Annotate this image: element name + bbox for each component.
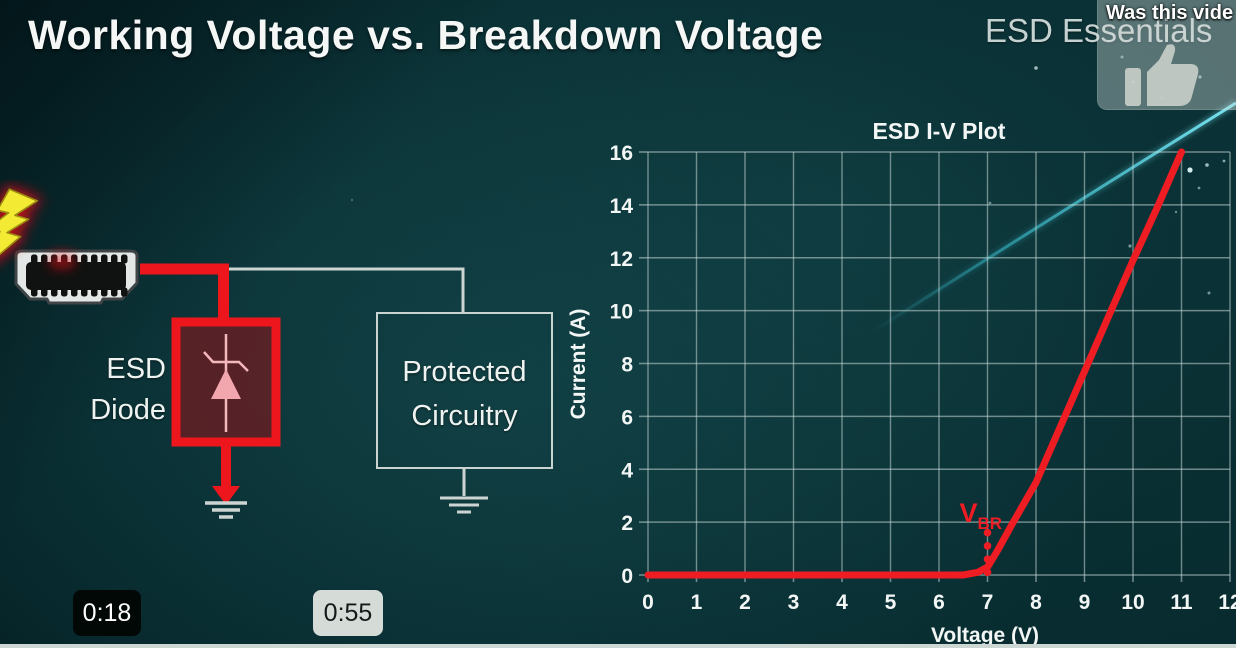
thumbs-up-button[interactable] (1119, 42, 1203, 106)
x-tick-label: 4 (836, 591, 848, 614)
y-tick-label: 12 (610, 248, 633, 271)
page-title: Working Voltage vs. Breakdown Voltage (28, 12, 824, 58)
esd-diode-block (171, 317, 281, 447)
video-progress-strip (0, 644, 1236, 648)
hdmi-connector (14, 249, 139, 305)
x-tick-label: 0 (642, 591, 654, 614)
feedback-overlay-card: Was this vide (1097, 0, 1236, 110)
x-tick-label: 5 (885, 591, 897, 614)
ground-symbol-protected (440, 496, 488, 514)
x-tick-label: 6 (933, 591, 945, 614)
timestamp-chip-current: 0:18 (73, 590, 141, 636)
thumbs-up-icon (1125, 44, 1199, 106)
wire-to-protected (229, 267, 465, 313)
x-tick-label: 8 (1030, 591, 1042, 614)
channel-watermark: ESD Essentials (985, 12, 1213, 49)
y-axis-label: Current (A) (567, 309, 590, 420)
x-tick-label: 3 (788, 591, 800, 614)
vbr-label: VBR (960, 498, 1003, 533)
x-tick-label: 12 (1218, 591, 1236, 614)
y-tick-label: 10 (610, 301, 633, 324)
y-tick-label: 4 (621, 459, 633, 482)
y-tick-label: 8 (621, 354, 633, 377)
protected-label-line2: Circuitry (411, 400, 518, 432)
protected-label-line1: Protected (402, 356, 527, 388)
feedback-question: Was this vide (1106, 2, 1234, 24)
y-tick-label: 2 (621, 512, 633, 535)
x-tick-label: 2 (739, 591, 751, 614)
lightning-bolt-icon (0, 185, 42, 266)
discharge-arrowhead (212, 486, 240, 505)
x-tick-label: 11 (1170, 591, 1193, 614)
ground-symbol-diode (205, 501, 247, 519)
y-tick-label: 16 (610, 142, 633, 165)
wire-red (140, 263, 229, 326)
circuit-diagram (0, 185, 553, 519)
vbr-annotation: VBR (960, 498, 1003, 577)
y-tick-label: 0 (621, 565, 633, 588)
timestamp-chip-chapter: 0:55 (313, 590, 383, 636)
protected-circuitry-label: Protected Circuitry (377, 350, 552, 438)
light-streak (871, 101, 1236, 334)
esd-diode-label: ESD Diode (58, 349, 166, 431)
x-tick-label: 7 (982, 591, 994, 614)
y-tick-label: 6 (621, 406, 633, 429)
iv-curve (644, 148, 1185, 579)
x-tick-label: 9 (1079, 591, 1091, 614)
y-tick-label: 14 (610, 195, 634, 218)
star-dots (350, 55, 1226, 295)
chart-title: ESD I-V Plot (873, 118, 1006, 144)
x-tick-label: 10 (1121, 591, 1144, 614)
esd-diode-label-line1: ESD (106, 353, 166, 385)
x-axis-label: Voltage (V) (931, 624, 1039, 647)
esd-diode-label-line2: Diode (90, 394, 166, 426)
x-tick-label: 1 (691, 591, 703, 614)
